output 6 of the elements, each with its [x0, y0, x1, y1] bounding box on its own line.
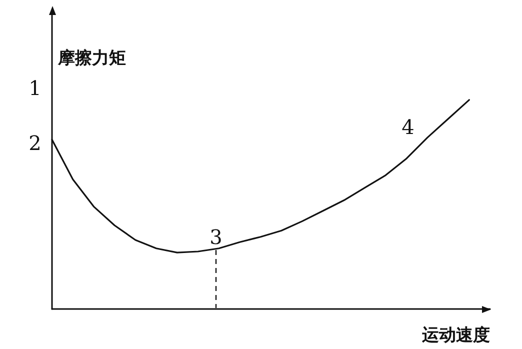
text: 2: [28, 131, 42, 155]
annotation: 4: [402, 115, 414, 139]
text: 1: [28, 76, 42, 100]
y-axis-title: 摩擦力矩: [57, 48, 126, 68]
x-axis-title: 运动速度: [421, 326, 490, 346]
annotation: 3: [210, 225, 222, 249]
